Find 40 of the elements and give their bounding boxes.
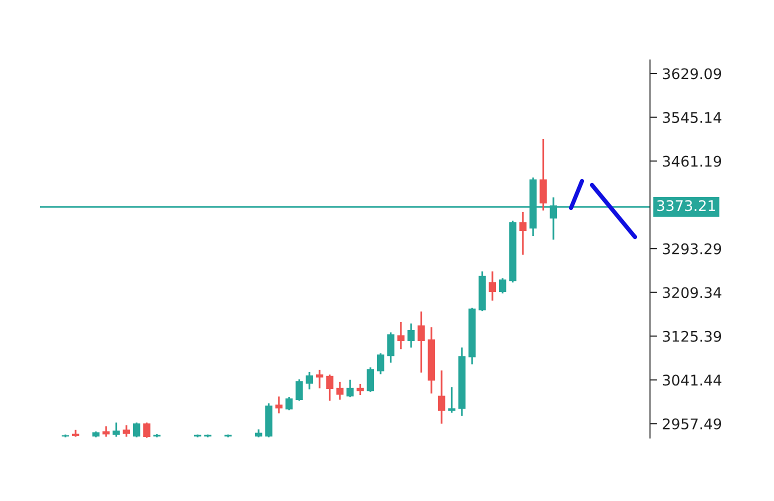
candlestick [438, 370, 446, 424]
candlestick [306, 372, 314, 390]
candlestick [356, 384, 364, 396]
y-tick-label: 3293.29 [662, 243, 722, 254]
y-tick-label: 3125.39 [662, 330, 722, 342]
candlestick [418, 312, 425, 373]
candlestick [285, 397, 293, 410]
candlestick [326, 374, 334, 401]
y-tick-label: 3629.09 [662, 68, 722, 80]
candlestick [102, 426, 110, 437]
ref-line-label: 3373.21 [657, 200, 716, 212]
candlestick [540, 138, 547, 210]
candlestick [336, 382, 344, 400]
candlestick [366, 367, 374, 392]
candlestick [407, 324, 415, 348]
candlestick [498, 278, 506, 294]
candlestick [132, 422, 140, 438]
candlestick [296, 379, 303, 401]
candlestick [224, 434, 232, 438]
candlestick [397, 322, 405, 350]
candlestick [346, 380, 354, 398]
y-tick-label: 3209.34 [662, 287, 722, 298]
candlestick [112, 422, 120, 437]
candlestick [275, 396, 283, 414]
candlestick [448, 387, 456, 413]
candlestick [204, 434, 212, 438]
candlestick [488, 271, 496, 301]
candlestick [143, 422, 150, 438]
candlestick [316, 370, 324, 388]
y-tick-label: 3461.19 [662, 156, 722, 167]
candlestick [387, 332, 394, 363]
y-tick-label: 2957.49 [662, 418, 722, 430]
candlestick [519, 212, 527, 255]
candlestick [62, 434, 70, 438]
candlestick [153, 434, 161, 438]
candlestick [194, 434, 202, 438]
candlestick [122, 425, 130, 437]
y-tick-label: 3041.44 [662, 374, 722, 386]
y-tick-label: 3545.14 [662, 112, 722, 124]
candlestick [376, 353, 384, 374]
